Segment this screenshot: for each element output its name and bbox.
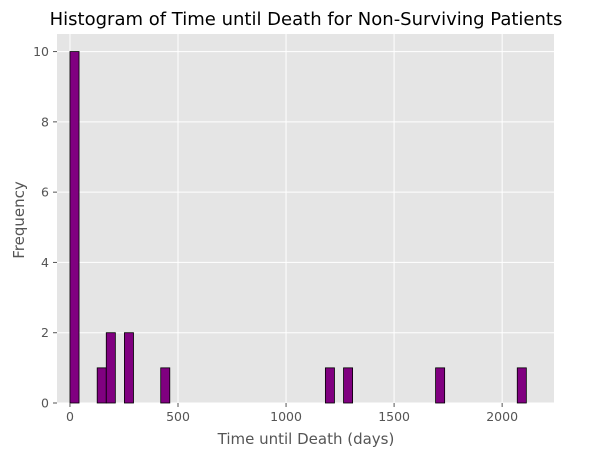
x-tick-label: 2000 (486, 409, 518, 424)
x-tick-label: 0 (66, 409, 74, 424)
histogram-bar (343, 367, 354, 404)
histogram-bar (516, 367, 527, 404)
x-tick-label: 500 (166, 409, 190, 424)
histogram-bar (324, 367, 335, 404)
histogram-bar (124, 332, 134, 404)
y-tick-label: 2 (41, 325, 49, 340)
x-tick-label: 1000 (270, 409, 302, 424)
y-axis-ticks: 0 2 4 6 8 10 (33, 44, 57, 411)
x-tick-label: 1500 (378, 409, 410, 424)
x-axis-label: Time until Death (days) (217, 430, 395, 448)
y-tick-label: 8 (41, 114, 49, 129)
grid-lines (57, 34, 554, 404)
y-axis-label: Frequency (10, 181, 28, 259)
bars (69, 51, 527, 404)
x-axis-ticks: 0 500 1000 1500 2000 (66, 403, 518, 424)
y-tick-label: 4 (41, 255, 49, 270)
plot-area (57, 34, 554, 403)
y-tick-label: 10 (33, 44, 49, 59)
y-tick-label: 6 (41, 185, 49, 200)
histogram-bar (96, 367, 107, 404)
histogram-bar (69, 51, 80, 404)
y-tick-label: 0 (41, 396, 49, 411)
histogram-bar (160, 367, 171, 404)
chart-title: Histogram of Time until Death for Non-Su… (50, 9, 563, 30)
histogram-bar (435, 367, 446, 404)
histogram-bar (105, 332, 116, 404)
